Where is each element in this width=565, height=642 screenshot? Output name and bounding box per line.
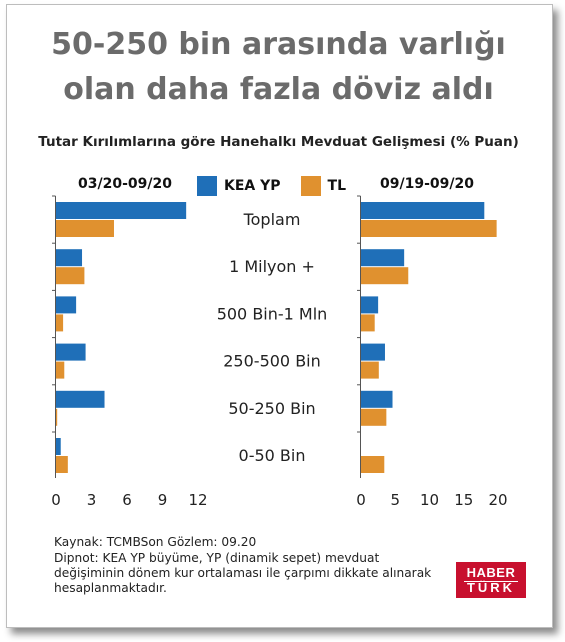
panel-0-bar-tl-0	[56, 220, 114, 237]
panel-1-bar-tl-4	[361, 408, 387, 426]
category-label: 1 Milyon +	[229, 257, 315, 276]
headline-line-2: olan daha fazla döviz aldı	[63, 72, 494, 107]
panel-0-bar-kea-yp-0	[56, 202, 187, 219]
panel-0-bar-tl-1	[56, 267, 85, 285]
panel-1-bar-kea-yp-0	[361, 202, 485, 219]
haberturk-logo: HABER TÜRK	[456, 562, 526, 598]
panel-0-tick-label: 12	[188, 491, 207, 509]
panel-1-bar-kea-yp-4	[361, 390, 393, 408]
panel-0-bar-kea-yp-2	[56, 296, 77, 314]
panel-0-bar-kea-yp-1	[56, 249, 83, 267]
panel-1-bar-kea-yp-3	[361, 343, 385, 361]
panel-1-tick-label: 0	[356, 491, 366, 509]
category-label: 250-500 Bin	[223, 352, 321, 371]
panel-0-bar-tl-4	[56, 408, 58, 426]
legend-swatch-kea-yp	[197, 176, 217, 196]
panel-0-bar-kea-yp-4	[56, 390, 105, 408]
panel-1-bar-kea-yp-1	[361, 249, 405, 267]
panel-1-bar-tl-2	[361, 314, 375, 332]
panel-1-tick-label: 15	[454, 491, 473, 509]
logo-divider	[464, 581, 518, 582]
legend-label-kea-yp: KEA YP	[224, 178, 281, 194]
panel-0-tick-label: 3	[87, 491, 97, 509]
legend: KEA YP TL	[197, 176, 358, 196]
panel-1-tick-label: 10	[420, 491, 439, 509]
chart-title: Tutar Kırılımlarına göre Hanehalkı Mevdu…	[38, 134, 519, 150]
category-label: Toplam	[243, 210, 301, 229]
panel-0-bar-tl-2	[56, 314, 64, 332]
panel-0-tick-label: 9	[158, 491, 168, 509]
logo-text-line-2: TÜRK	[466, 580, 516, 595]
panel-0-bar-tl-5	[56, 456, 68, 473]
panel-1-tick-label: 5	[390, 491, 400, 509]
panel-1-tick-label: 20	[488, 491, 507, 509]
left-panel-period: 03/20-09/20	[78, 176, 172, 192]
legend-item-tl: TL	[300, 176, 347, 196]
panel-0-bar-tl-3	[56, 361, 65, 379]
panel-0-bar-kea-yp-5	[56, 438, 61, 455]
legend-item-kea-yp: KEA YP	[197, 176, 281, 196]
legend-swatch-tl	[300, 176, 321, 196]
infographic-card	[6, 4, 553, 628]
logo-text-line-1: HABER	[466, 565, 516, 580]
legend-label-tl: TL	[327, 178, 347, 194]
panel-1-bar-tl-3	[361, 361, 379, 379]
panel-1-bar-tl-0	[361, 220, 497, 237]
panel-0-tick-label: 0	[51, 491, 61, 509]
footnote: Dipnot: KEA YP büyüme, YP (dinamik sepet…	[54, 551, 432, 595]
panel-1-bar-kea-yp-2	[361, 296, 379, 314]
category-label: 500 Bin-1 Mln	[217, 304, 328, 323]
panel-0-tick-label: 6	[122, 491, 132, 509]
category-label: 0-50 Bin	[239, 446, 306, 465]
category-label: 50-250 Bin	[228, 399, 315, 418]
panel-1-bar-tl-5	[361, 456, 385, 473]
headline-line-1: 50-250 bin arasında varlığı	[51, 27, 506, 62]
right-panel-period: 09/19-09/20	[380, 176, 474, 192]
panel-0-bar-kea-yp-3	[56, 343, 86, 361]
source-note: Kaynak: TCMBSon Gözlem: 09.20	[54, 535, 257, 549]
panel-1-bar-tl-1	[361, 267, 409, 285]
